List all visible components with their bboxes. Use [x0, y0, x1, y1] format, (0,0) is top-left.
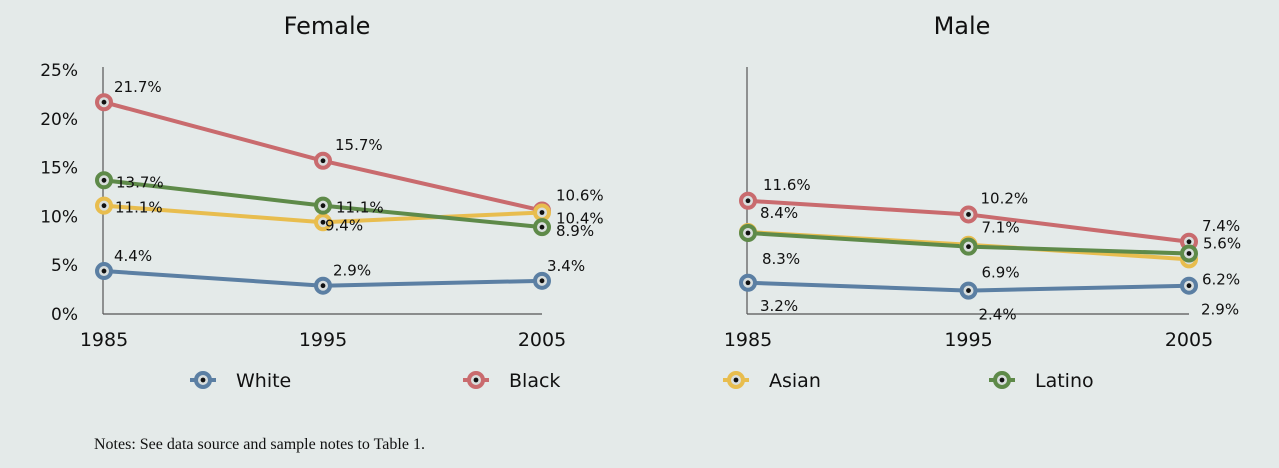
- data-point-center: [320, 283, 326, 289]
- data-label-white: 3.2%: [760, 297, 798, 315]
- data-label-white: 2.4%: [979, 306, 1017, 324]
- data-point-center: [320, 203, 326, 209]
- data-label-black: 10.2%: [981, 189, 1029, 207]
- data-label-asian: 9.4%: [325, 216, 363, 234]
- data-label-asian: 11.1%: [115, 199, 163, 217]
- data-point-center: [1186, 239, 1192, 245]
- data-label-black: 7.4%: [1202, 217, 1240, 235]
- data-label-latino: 6.2%: [1202, 270, 1240, 288]
- x-tick-label: 1995: [299, 329, 347, 351]
- data-label-latino: 6.9%: [982, 264, 1020, 282]
- data-label-white: 3.4%: [547, 257, 585, 275]
- data-point-center: [966, 212, 971, 217]
- data-label-white: 4.4%: [114, 247, 152, 265]
- data-label-asian: 7.1%: [982, 219, 1020, 237]
- data-label-asian: 8.4%: [760, 204, 798, 222]
- data-label-latino: 8.3%: [762, 250, 800, 268]
- female-panel: Female 0% 5% 10% 15% 20% 25% 1985 1995 2005 4.4% 2.…: [40, 12, 603, 351]
- data-point-center: [101, 177, 107, 183]
- x-tick-label: 2005: [1165, 329, 1213, 351]
- panel-title: Male: [934, 12, 991, 40]
- data-point-center: [539, 224, 545, 230]
- y-tick-label: 20%: [40, 110, 78, 130]
- x-tick-label: 2005: [518, 329, 566, 351]
- legend-label-black: Black: [509, 370, 560, 392]
- data-label-white: 2.9%: [1201, 301, 1239, 319]
- data-point-center: [320, 219, 326, 225]
- data-label-black: 11.6%: [763, 176, 811, 194]
- data-label-asian: 5.6%: [1203, 234, 1241, 252]
- data-point-center: [966, 244, 971, 250]
- data-point-center: [101, 99, 107, 105]
- data-point-center: [101, 268, 107, 274]
- x-tick-label: 1995: [944, 329, 992, 351]
- legend-swatch-center: [200, 377, 206, 383]
- data-point-center: [745, 280, 751, 286]
- x-tick-label: 1985: [80, 329, 128, 351]
- legend-label-asian: Asian: [769, 370, 821, 392]
- legend-swatch-center: [473, 377, 479, 383]
- data-point-center: [1186, 283, 1192, 289]
- legend-swatch-center: [999, 377, 1005, 383]
- male-panel: Male 1985 1995 2005 3.2% 2.4% 2.9% 11.6% 10.2% 7.…: [724, 12, 1241, 351]
- y-tick-label: 25%: [40, 61, 78, 81]
- notes-text: Notes: See data source and sample notes …: [94, 436, 425, 453]
- data-point-center: [539, 210, 545, 215]
- legend: White Black Asian Latino: [190, 370, 1094, 392]
- data-label-latino: 11.1%: [336, 199, 384, 217]
- data-point-center: [1186, 251, 1192, 256]
- data-point-center: [539, 278, 545, 284]
- legend-swatch-center: [733, 377, 739, 383]
- y-tick-label: 5%: [51, 256, 78, 276]
- legend-label-white: White: [236, 370, 291, 392]
- legend-label-latino: Latino: [1035, 370, 1094, 392]
- data-label-black: 21.7%: [114, 78, 162, 96]
- data-label-black: 15.7%: [335, 136, 383, 154]
- y-tick-label: 0%: [51, 305, 78, 325]
- x-tick-label: 1985: [724, 329, 772, 351]
- data-label-white: 2.9%: [333, 262, 371, 280]
- data-label-asian: 10.4%: [556, 209, 604, 227]
- data-label-latino: 8.9%: [556, 222, 594, 240]
- data-label-latino: 13.7%: [116, 173, 164, 191]
- data-point-center: [966, 288, 971, 293]
- data-point-center: [320, 158, 326, 164]
- data-point-center: [745, 230, 751, 236]
- y-tick-label: 10%: [40, 207, 78, 227]
- data-point-center: [101, 203, 107, 209]
- data-label-black: 10.6%: [556, 187, 604, 205]
- panel-title: Female: [284, 12, 371, 40]
- data-point-center: [745, 198, 751, 204]
- y-tick-label: 15%: [40, 159, 78, 179]
